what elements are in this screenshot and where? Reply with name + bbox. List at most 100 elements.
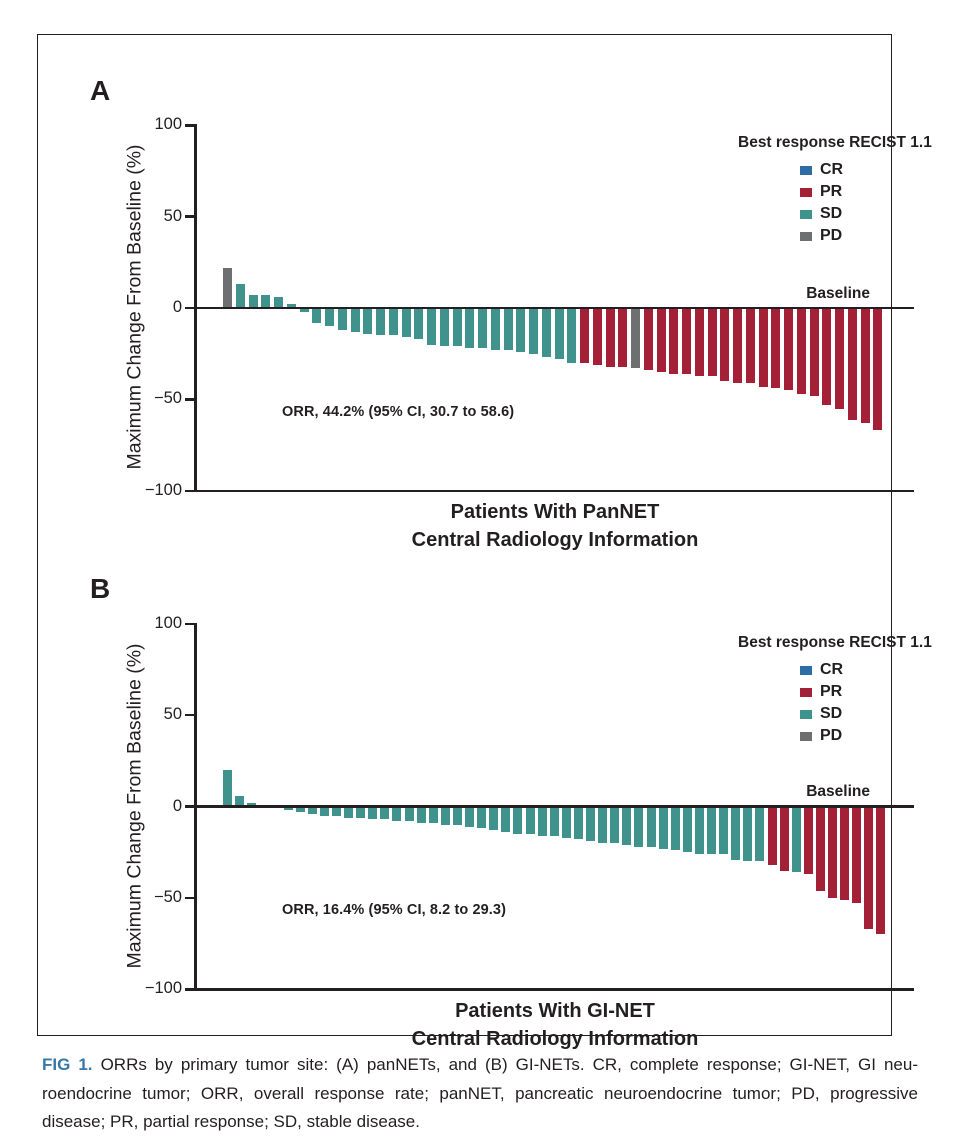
patient-bar	[864, 806, 874, 929]
patient-bar	[743, 806, 753, 862]
y-tick-mark	[185, 215, 194, 218]
patient-bar	[840, 806, 850, 900]
patient-bar	[682, 308, 691, 374]
patient-bar	[350, 308, 360, 332]
baseline-annotation: Baseline	[806, 285, 870, 302]
patient-bar	[428, 806, 438, 823]
patient-bar	[669, 308, 679, 374]
patient-bar	[755, 806, 765, 862]
legend-item-label: CR	[820, 661, 844, 678]
y-tick-mark	[185, 398, 194, 401]
x-axis-title: Patients With PanNET Central Radiology I…	[195, 499, 915, 554]
patient-bar	[622, 806, 632, 845]
patient-bar	[815, 806, 825, 891]
patient-bar	[337, 308, 347, 330]
y-tick-label: 50	[163, 705, 182, 724]
caption-line-1: FIG 1. ORRs by primary tumor site: (A) p…	[42, 1051, 918, 1080]
legend-item-sd: SD	[738, 203, 916, 225]
legend-item-sd: SD	[738, 703, 916, 725]
legend-item-label: CR	[820, 161, 844, 178]
patient-bar	[549, 806, 559, 836]
patient-bar	[876, 806, 886, 935]
patient-bar	[643, 308, 653, 371]
patient-bar	[427, 308, 436, 345]
y-tick-mark	[185, 988, 194, 991]
x-axis-title-line2: Central Radiology Information	[411, 1027, 699, 1050]
patient-bar	[847, 308, 857, 420]
legend-item-pr: PR	[738, 681, 916, 703]
patient-bar	[605, 308, 615, 367]
patient-bar	[299, 308, 309, 312]
patient-bar	[707, 806, 716, 854]
figure-caption: FIG 1. ORRs by primary tumor site: (A) p…	[42, 1051, 918, 1137]
patient-bar	[771, 308, 781, 389]
patient-bar	[489, 806, 499, 831]
patient-bar	[634, 806, 644, 847]
patient-bar	[598, 806, 608, 843]
caption-text: ORRs by primary tumor site: (A) panNETs,…	[100, 1055, 919, 1074]
patient-bar	[439, 308, 449, 347]
patient-bar	[388, 308, 398, 336]
y-tick-label: −50	[154, 389, 182, 408]
cr-color-swatch	[800, 665, 812, 675]
patient-bar	[784, 308, 793, 391]
patient-bar	[368, 806, 378, 820]
patient-bar	[312, 308, 322, 323]
patient-bar	[331, 806, 341, 816]
patient-bar	[860, 308, 870, 424]
patient-bar	[525, 806, 535, 834]
y-tick-mark	[185, 805, 194, 808]
patient-bar	[631, 308, 640, 369]
patient-bar	[247, 802, 257, 807]
patient-bar	[828, 806, 837, 898]
panel-b-label: B	[90, 573, 111, 604]
patient-bar	[541, 308, 551, 358]
figure-number-label: FIG 1.	[42, 1055, 93, 1074]
pr-color-swatch	[800, 687, 812, 697]
patient-bar	[452, 308, 462, 347]
patient-bar	[235, 795, 245, 807]
patient-bar	[503, 308, 513, 350]
patient-bar	[758, 308, 768, 387]
patient-bar	[670, 806, 680, 851]
pd-color-swatch	[800, 731, 812, 741]
patient-bar	[223, 770, 232, 807]
patient-bar	[248, 295, 258, 308]
legend-item-label: PD	[820, 227, 843, 244]
patient-bar	[274, 297, 283, 308]
orr-annotation: ORR, 44.2% (95% CI, 30.7 to 58.6)	[282, 404, 515, 420]
patient-bar	[586, 806, 595, 842]
patient-bar	[682, 806, 692, 853]
y-tick-label: 0	[172, 298, 182, 316]
legend-item-pr: PR	[738, 181, 916, 203]
patient-bar	[286, 304, 296, 308]
figure-border-box: A Maximum Change From Baseline (%) 100 50…	[37, 34, 932, 1050]
legend-item-pd: PD	[738, 225, 916, 247]
cr-color-swatch	[800, 165, 812, 175]
patient-bar	[283, 806, 293, 811]
y-tick-mark	[185, 306, 194, 310]
patient-bar	[731, 806, 741, 860]
patient-bar	[573, 806, 583, 840]
y-tick-mark	[185, 713, 194, 717]
patient-bar	[529, 308, 538, 354]
patient-bar	[694, 308, 704, 376]
y-tick-label: 0	[172, 796, 182, 815]
y-tick-label: 50	[163, 206, 182, 225]
patient-bar	[873, 308, 883, 431]
patient-bar	[646, 806, 656, 847]
legend-title: Best response RECIST 1.1	[738, 634, 932, 651]
patient-bar	[733, 308, 742, 383]
baseline-zero-line	[194, 306, 914, 310]
patient-bar	[401, 308, 411, 338]
patient-bar	[465, 308, 475, 349]
baseline-zero-line	[194, 805, 914, 808]
x-axis-line	[194, 489, 914, 492]
sd-color-swatch	[800, 209, 812, 219]
patient-bar	[852, 806, 862, 904]
patient-bar	[363, 308, 373, 334]
patient-bar	[694, 806, 704, 854]
patient-bar	[658, 806, 668, 849]
x-axis-title-line2: Central Radiology Information	[411, 528, 699, 551]
